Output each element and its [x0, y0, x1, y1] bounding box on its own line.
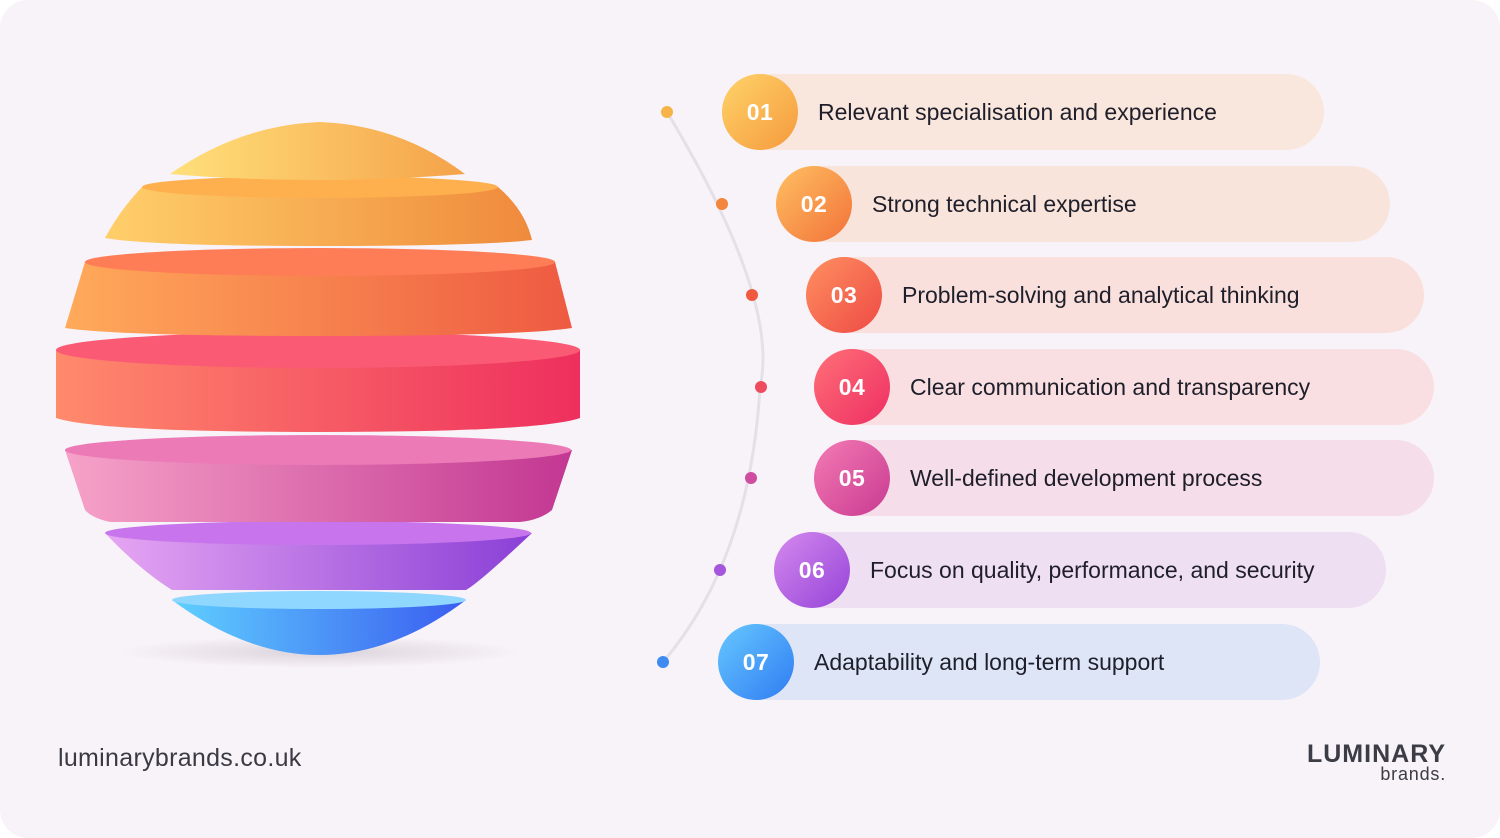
brand-logo: LUMINARY brands. [1286, 740, 1446, 786]
item-label: Well-defined development process [910, 464, 1263, 491]
timeline-dot [661, 106, 673, 118]
item-label: Adaptability and long-term support [814, 648, 1165, 675]
number-badge: 02 [776, 166, 852, 242]
item-pill [774, 532, 1386, 608]
item-pill [776, 166, 1390, 242]
number-badge: 03 [806, 257, 882, 333]
item-label: Clear communication and transparency [910, 373, 1311, 400]
timeline-dot [746, 289, 758, 301]
number-badge: 04 [814, 349, 890, 425]
item-label: Relevant specialisation and experience [818, 98, 1217, 125]
timeline-dot [755, 381, 767, 393]
item-pill [814, 440, 1434, 516]
item-pill [814, 349, 1434, 425]
item-pill [806, 257, 1424, 333]
logo-wordmark: LUMINARY [1306, 740, 1446, 768]
item-pill [718, 624, 1320, 700]
item-pill [722, 74, 1324, 150]
website-url: luminarybrands.co.uk [58, 744, 302, 772]
item-label: Focus on quality, performance, and secur… [870, 556, 1315, 583]
number-badge: 05 [814, 440, 890, 516]
number-badge: 07 [718, 624, 794, 700]
item-label: Strong technical expertise [872, 190, 1137, 217]
timeline-dot [657, 656, 669, 668]
logo-subtext: brands. [1380, 764, 1446, 784]
layered-sphere-graphic [56, 122, 580, 668]
item-label: Problem-solving and analytical thinking [902, 281, 1300, 308]
timeline-dot [716, 198, 728, 210]
timeline-dot [745, 472, 757, 484]
number-badge: 01 [722, 74, 798, 150]
number-badge: 06 [774, 532, 850, 608]
timeline-dot [714, 564, 726, 576]
